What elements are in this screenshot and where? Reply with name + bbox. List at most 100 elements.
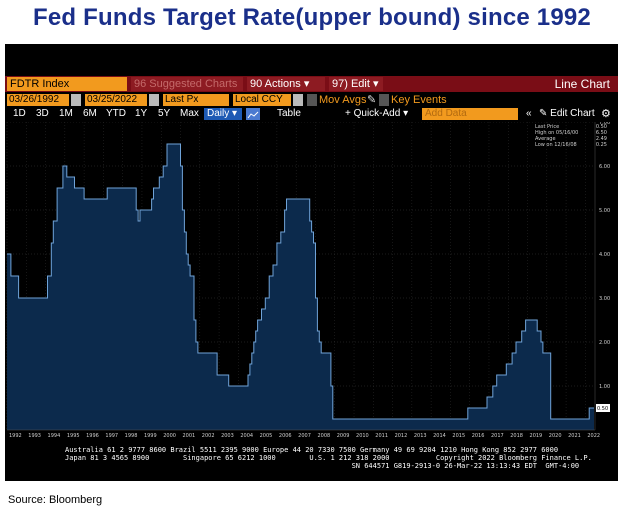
range-1y[interactable]: 1Y [135, 108, 148, 119]
footer-line: Japan 81 3 4565 8900 Singapore 65 6212 1… [65, 454, 592, 462]
x-tick-label: 2003 [221, 433, 234, 439]
x-tick-label: 2022 [587, 433, 600, 439]
x-tick-label: 1997 [105, 433, 118, 439]
toolbar-dates: 03/26/1992 03/25/2022 Last Px Local CCY … [5, 93, 618, 107]
x-tick-label: 1996 [86, 433, 99, 439]
last-value-box [596, 404, 610, 412]
chart-style-icon[interactable] [246, 108, 260, 120]
toolbar-ranges: 1D 3D 1M 6M YTD 1Y 5Y Max Daily ▾ Table … [5, 107, 618, 121]
legend-item: High on 05/16/00 6.50 [535, 130, 607, 136]
x-tick-label: 1999 [144, 433, 157, 439]
x-tick-label: 1993 [28, 433, 41, 439]
last-value-tag: 0.50 [596, 404, 610, 412]
x-tick-label: 2007 [298, 433, 311, 439]
x-tick-label: 2004 [240, 433, 253, 439]
legend-value: 6.50 [595, 130, 607, 136]
gear-icon[interactable]: ⚙ [601, 108, 611, 120]
edit-chart-button[interactable]: ✎ Edit Chart [539, 107, 595, 121]
x-tick-label: 2011 [375, 433, 388, 439]
x-tick-label: 2000 [163, 433, 176, 439]
last-value-label: 0.50 [597, 406, 608, 412]
terminal-footer: Australia 61 2 9777 8600 Brazil 5511 239… [65, 446, 615, 470]
fed-funds-chart: 1.00 2.00 3.00 4.00 5.00 6.00 7.00 1992 1993 199… [6, 122, 610, 439]
y-tick-label: 1.00 [599, 384, 610, 390]
page-title: Fed Funds Target Rate(upper bound) since… [33, 4, 591, 31]
range-5y[interactable]: 5Y [158, 108, 171, 119]
legend-item: Low on 12/16/08 0.25 [535, 142, 607, 148]
series-line [7, 143, 594, 420]
start-date-calendar-icon[interactable] [71, 94, 81, 106]
x-tick-label: 2020 [549, 433, 562, 439]
bloomberg-terminal-window: FDTR Index 96 Suggested Charts 90 Action… [5, 44, 618, 481]
legend-item: Average 2.49 [535, 136, 607, 142]
pencil-icon[interactable]: ✎ [367, 94, 377, 106]
x-tick-label: 2013 [414, 433, 427, 439]
x-tick-label: 2001 [183, 433, 196, 439]
legend-label: Average [535, 136, 556, 142]
start-date-input[interactable]: 03/26/1992 [7, 94, 69, 106]
legend-label: Low on 12/16/08 [535, 142, 577, 148]
x-axis: 1992 1993 1994 1995 1996 1997 1998 1999 2000 2001… [7, 429, 600, 439]
x-tick-label: 2010 [356, 433, 369, 439]
field-select[interactable]: Last Px [163, 94, 229, 106]
key-events-label[interactable]: Key Events [391, 94, 447, 106]
y-tick-label: 2.00 [599, 340, 610, 346]
edit-menu[interactable]: 97) Edit ▾ [329, 77, 383, 91]
end-date-input[interactable]: 03/25/2022 [85, 94, 147, 106]
y-axis: 1.00 2.00 3.00 4.00 5.00 6.00 7.00 [594, 122, 610, 430]
x-tick-label: 2006 [279, 433, 292, 439]
y-tick-label: 5.00 [599, 208, 610, 214]
x-tick-label: 2014 [433, 433, 446, 439]
x-tick-label: 2005 [260, 433, 273, 439]
x-tick-label: 1994 [48, 433, 61, 439]
quick-add-button[interactable]: + Quick-Add ▾ [345, 108, 409, 119]
x-tick-label: 2017 [491, 433, 504, 439]
source-note: Source: Bloomberg [8, 494, 103, 506]
edit-chart-label: Edit Chart [550, 108, 595, 119]
x-tick-label: 1995 [67, 433, 80, 439]
x-tick-label: 2018 [510, 433, 523, 439]
legend-item: Last Price 0.50 [535, 124, 607, 130]
currency-dropdown-icon[interactable] [293, 94, 303, 106]
ticker-field[interactable]: FDTR Index [7, 77, 127, 91]
range-max[interactable]: Max [180, 108, 199, 119]
chart-legend: Last Price 0.50 High on 05/16/00 6.50 Aver… [535, 124, 607, 150]
y-tick-label: 4.00 [599, 252, 610, 258]
y-tick-label: 7.00 [599, 122, 610, 126]
range-3d[interactable]: 3D [36, 108, 49, 119]
y-tick-label: 3.00 [599, 296, 610, 302]
add-data-input[interactable]: Add Data [422, 108, 518, 120]
range-ytd[interactable]: YTD [106, 108, 126, 119]
x-tick-label: 2009 [337, 433, 350, 439]
collapse-icon[interactable]: « [526, 108, 532, 119]
x-tick-label: 2019 [530, 433, 543, 439]
chart-type-label: Line Chart [554, 77, 610, 91]
currency-select[interactable]: Local CCY [233, 94, 291, 106]
x-tick-label: 2021 [568, 433, 581, 439]
line-chart-icon [247, 111, 259, 119]
x-tick-label: 2012 [395, 433, 408, 439]
x-tick-label: 2016 [472, 433, 485, 439]
toolbar-top: FDTR Index 96 Suggested Charts 90 Action… [5, 76, 618, 92]
series-area [7, 144, 594, 430]
key-events-checkbox[interactable] [379, 94, 389, 106]
mov-avgs-label[interactable]: Mov Avgs [319, 94, 367, 106]
range-6m[interactable]: 6M [83, 108, 97, 119]
mov-avgs-checkbox[interactable] [307, 94, 317, 106]
range-1d[interactable]: 1D [13, 108, 26, 119]
pencil-icon: ✎ [539, 108, 551, 119]
area-layer [7, 143, 594, 430]
range-1m[interactable]: 1M [59, 108, 73, 119]
footer-line: SN 644571 G819-2913-0 26-Mar-22 13:13:43… [65, 462, 580, 470]
end-date-calendar-icon[interactable] [149, 94, 159, 106]
x-tick-label: 1992 [9, 433, 22, 439]
suggested-charts-button[interactable]: 96 Suggested Charts [131, 77, 243, 91]
legend-label: Last Price [535, 124, 560, 130]
x-tick-label: 2002 [202, 433, 215, 439]
x-tick-label: 2015 [452, 433, 465, 439]
legend-value: 0.50 [595, 124, 607, 130]
actions-menu[interactable]: 90 Actions ▾ [247, 77, 325, 91]
table-button[interactable]: Table [277, 108, 301, 119]
y-tick-label: 6.00 [599, 164, 610, 170]
frequency-select[interactable]: Daily ▾ [204, 108, 242, 120]
